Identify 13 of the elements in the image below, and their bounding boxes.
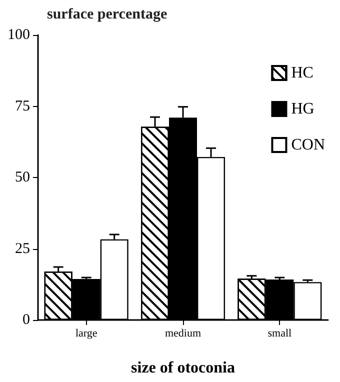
y-axis-title: surface percentage (47, 6, 168, 22)
legend-label: HG (291, 100, 315, 118)
x-axis-title: size of otoconia (131, 360, 235, 376)
legend-label: CON (291, 136, 326, 154)
y-tick-label: 100 (8, 27, 30, 43)
legend-label: HC (291, 64, 314, 82)
y-tick-label: 50 (15, 170, 30, 186)
x-tick-label: small (268, 328, 292, 340)
x-tick-label: medium (164, 328, 202, 340)
x-tick-label: large (75, 328, 98, 340)
y-tick-label: 25 (15, 240, 30, 257)
y-tick-label: 75 (15, 98, 30, 114)
y-tick-label: 0 (22, 312, 30, 328)
